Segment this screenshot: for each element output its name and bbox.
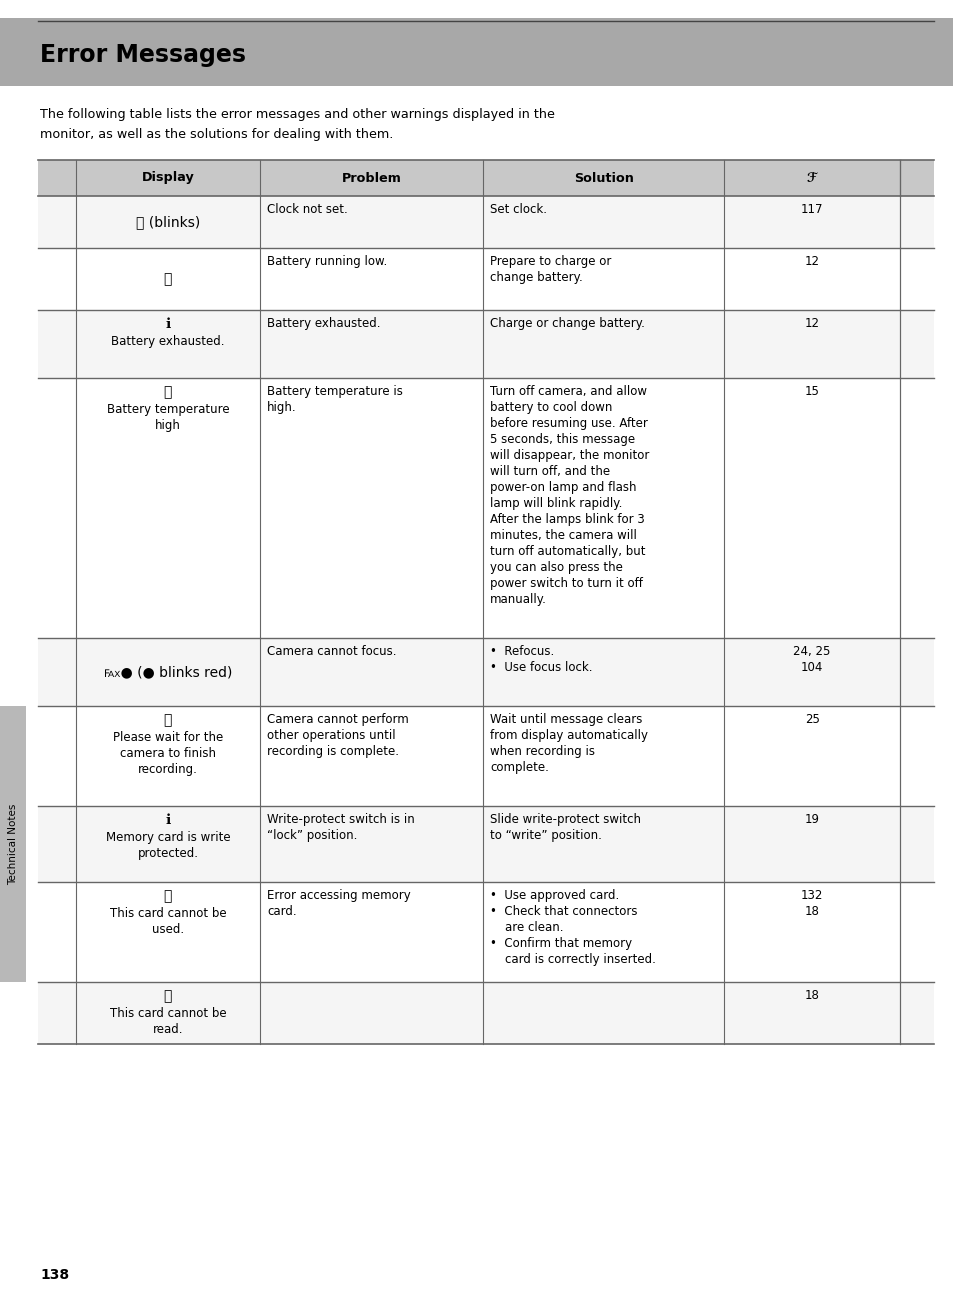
Text: Error Messages: Error Messages <box>40 43 246 67</box>
Bar <box>38 639 933 706</box>
Text: ⓪ (blinks): ⓪ (blinks) <box>135 215 200 229</box>
Text: ⓘ: ⓘ <box>164 890 172 903</box>
Text: “lock” position.: “lock” position. <box>267 829 357 842</box>
Text: high: high <box>154 419 181 432</box>
Bar <box>0 706 26 982</box>
Text: ℹ: ℹ <box>165 813 171 827</box>
Text: ℹ: ℹ <box>165 317 171 331</box>
Text: 24, 25: 24, 25 <box>793 645 830 658</box>
Text: camera to finish: camera to finish <box>120 746 215 759</box>
Bar <box>38 196 933 248</box>
Text: monitor, as well as the solutions for dealing with them.: monitor, as well as the solutions for de… <box>40 127 393 141</box>
Text: lamp will blink rapidly.: lamp will blink rapidly. <box>490 497 622 510</box>
Text: Battery exhausted.: Battery exhausted. <box>267 317 380 330</box>
Text: recording.: recording. <box>138 763 197 777</box>
Text: Charge or change battery.: Charge or change battery. <box>490 317 644 330</box>
Text: Turn off camera, and allow: Turn off camera, and allow <box>490 385 647 398</box>
Text: battery to cool down: battery to cool down <box>490 401 612 414</box>
Text: 104: 104 <box>801 661 822 674</box>
Text: read.: read. <box>152 1024 183 1035</box>
Text: Write-protect switch is in: Write-protect switch is in <box>267 813 415 827</box>
Text: complete.: complete. <box>490 761 549 774</box>
Text: when recording is: when recording is <box>490 745 595 758</box>
Text: 12: 12 <box>803 317 819 330</box>
Text: ⓘ: ⓘ <box>164 989 172 1003</box>
Text: other operations until: other operations until <box>267 729 395 742</box>
Text: will turn off, and the: will turn off, and the <box>490 465 610 478</box>
Text: Solution: Solution <box>574 172 633 184</box>
Text: Display: Display <box>141 172 194 184</box>
Text: card.: card. <box>267 905 296 918</box>
Text: Clock not set.: Clock not set. <box>267 202 348 215</box>
Text: Problem: Problem <box>341 172 401 184</box>
Text: from display automatically: from display automatically <box>490 729 648 742</box>
Text: high.: high. <box>267 401 296 414</box>
Bar <box>38 706 933 805</box>
Text: minutes, the camera will: minutes, the camera will <box>490 530 637 541</box>
Text: change battery.: change battery. <box>490 271 582 284</box>
Text: ⓘ: ⓘ <box>164 714 172 727</box>
Bar <box>38 378 933 639</box>
Bar <box>38 982 933 1045</box>
Text: The following table lists the error messages and other warnings displayed in the: The following table lists the error mess… <box>40 108 555 121</box>
Bar <box>38 805 933 882</box>
Text: you can also press the: you can also press the <box>490 561 622 574</box>
Text: ⓘ: ⓘ <box>164 385 172 399</box>
Text: card is correctly inserted.: card is correctly inserted. <box>490 953 656 966</box>
Text: This card cannot be: This card cannot be <box>110 907 226 920</box>
Bar <box>38 160 933 196</box>
Text: Error accessing memory: Error accessing memory <box>267 890 411 901</box>
Text: •  Confirm that memory: • Confirm that memory <box>490 937 632 950</box>
Text: 15: 15 <box>804 385 819 398</box>
Text: •  Check that connectors: • Check that connectors <box>490 905 638 918</box>
Text: ℻● (● blinks red): ℻● (● blinks red) <box>104 665 232 679</box>
Text: 25: 25 <box>804 714 819 727</box>
Text: Technical Notes: Technical Notes <box>8 803 18 884</box>
Text: Prepare to charge or: Prepare to charge or <box>490 255 611 268</box>
Text: 12: 12 <box>803 255 819 268</box>
Text: 138: 138 <box>40 1268 69 1282</box>
Text: Camera cannot focus.: Camera cannot focus. <box>267 645 396 658</box>
Text: After the lamps blink for 3: After the lamps blink for 3 <box>490 512 644 526</box>
Text: Camera cannot perform: Camera cannot perform <box>267 714 409 727</box>
Text: 5 seconds, this message: 5 seconds, this message <box>490 434 635 445</box>
Text: This card cannot be: This card cannot be <box>110 1007 226 1020</box>
Text: used.: used. <box>152 922 184 936</box>
Bar <box>38 882 933 982</box>
Text: Battery temperature: Battery temperature <box>107 403 229 417</box>
Text: protected.: protected. <box>137 848 198 859</box>
Text: are clean.: are clean. <box>490 921 563 934</box>
Text: •  Refocus.: • Refocus. <box>490 645 554 658</box>
Text: •  Use focus lock.: • Use focus lock. <box>490 661 592 674</box>
Text: Slide write-protect switch: Slide write-protect switch <box>490 813 640 827</box>
Text: 18: 18 <box>804 989 819 1003</box>
Bar <box>38 248 933 310</box>
Text: power-on lamp and flash: power-on lamp and flash <box>490 481 637 494</box>
Text: Battery exhausted.: Battery exhausted. <box>112 335 225 348</box>
Text: •  Use approved card.: • Use approved card. <box>490 890 618 901</box>
Text: ℱ: ℱ <box>806 172 817 184</box>
Text: recording is complete.: recording is complete. <box>267 745 398 758</box>
Text: ⎗: ⎗ <box>164 272 172 286</box>
Text: Please wait for the: Please wait for the <box>112 731 223 744</box>
Bar <box>0 18 953 85</box>
Text: will disappear, the monitor: will disappear, the monitor <box>490 449 649 463</box>
Text: Battery temperature is: Battery temperature is <box>267 385 403 398</box>
Text: 117: 117 <box>801 202 822 215</box>
Text: 18: 18 <box>804 905 819 918</box>
Text: 19: 19 <box>803 813 819 827</box>
Text: before resuming use. After: before resuming use. After <box>490 417 647 430</box>
Text: turn off automatically, but: turn off automatically, but <box>490 545 645 558</box>
Text: Set clock.: Set clock. <box>490 202 547 215</box>
Text: Battery running low.: Battery running low. <box>267 255 387 268</box>
Text: power switch to turn it off: power switch to turn it off <box>490 577 642 590</box>
Text: manually.: manually. <box>490 593 547 606</box>
Bar <box>38 310 933 378</box>
Text: to “write” position.: to “write” position. <box>490 829 601 842</box>
Text: Memory card is write: Memory card is write <box>106 830 230 844</box>
Text: 132: 132 <box>801 890 822 901</box>
Text: Wait until message clears: Wait until message clears <box>490 714 642 727</box>
